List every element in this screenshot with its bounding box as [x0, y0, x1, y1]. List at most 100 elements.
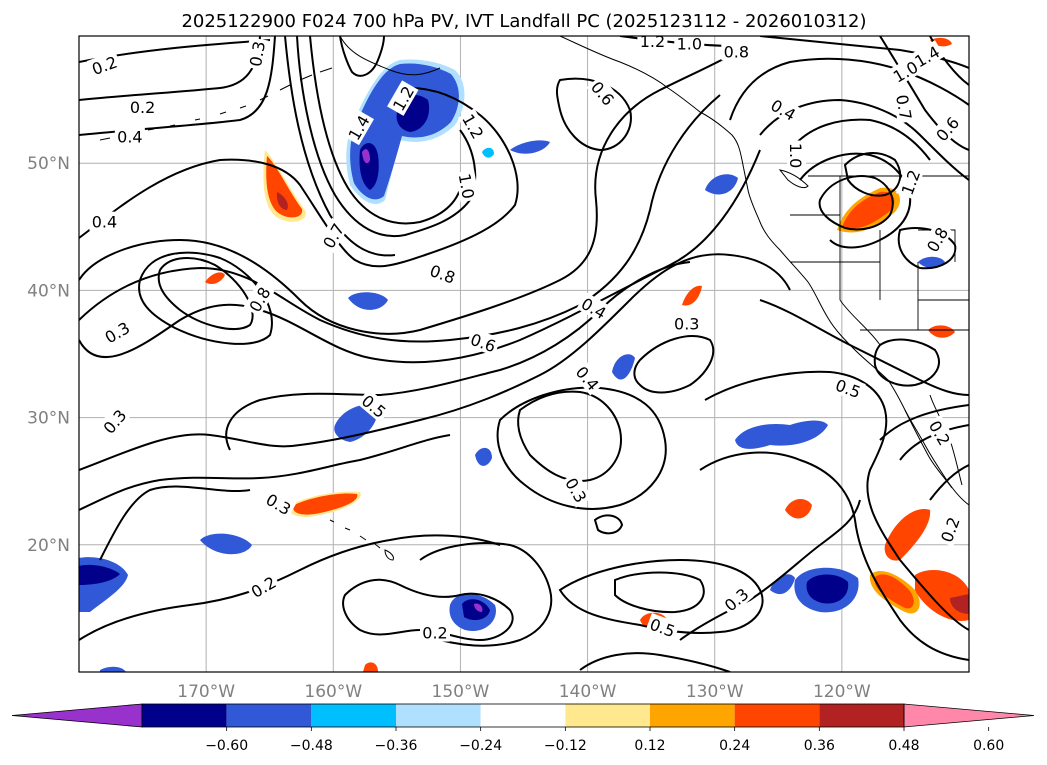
contour-label-group: 0.4	[114, 126, 145, 146]
contour-label-group: 0.8	[721, 41, 752, 61]
negative-anomaly-area	[705, 174, 738, 195]
contour-label-mask	[387, 80, 419, 116]
pv-contour	[614, 571, 705, 614]
contour-label: 0.4	[117, 127, 142, 146]
contour-label-mask	[887, 55, 923, 87]
positive-anomaly-area	[205, 272, 225, 285]
figure-title: 2025122900 F024 700 hPa PV, IVT Landfall…	[181, 11, 866, 32]
political-borders	[790, 175, 969, 346]
negative-anomaly-area	[362, 149, 370, 164]
contour-label-mask	[571, 360, 605, 396]
pv-contour	[284, 36, 396, 257]
contour-label-mask	[342, 109, 375, 146]
pv-contour	[419, 542, 553, 647]
contour-label-mask	[576, 292, 612, 324]
colorbar-tick-label: 0.12	[634, 738, 665, 754]
colorbar-tick-label: 0.36	[804, 738, 835, 754]
contour-label-group: 0.3	[671, 313, 702, 333]
colorbar-tick-label: −0.48	[290, 738, 333, 754]
pv-contour	[225, 261, 691, 451]
contour-label-group: 1.0	[455, 169, 480, 203]
pv-contour	[619, 36, 731, 47]
contour-label-mask	[356, 388, 392, 423]
contour-label: 0.3	[246, 40, 269, 68]
lon-tick-label: 170°W	[177, 682, 235, 702]
contour-label-mask	[420, 622, 450, 642]
pv-contour	[729, 57, 969, 121]
contour-label-group: 0.4	[89, 211, 120, 232]
contour-label-group: 0.5	[645, 612, 681, 641]
contour-label-mask	[244, 37, 269, 71]
pv-contour	[138, 251, 273, 345]
pv-contour	[579, 652, 731, 672]
positive-anomaly-area	[682, 285, 702, 306]
contour-label-mask	[924, 414, 956, 451]
contour-label-group: 1.2	[637, 36, 668, 51]
contour-label: 0.2	[422, 624, 447, 643]
colorbar-segment	[480, 704, 566, 727]
contour-label-group: 0.3	[244, 37, 269, 71]
contour-label-mask	[935, 512, 964, 547]
negative-anomaly-area	[462, 599, 490, 621]
lon-tick-label: 160°W	[304, 682, 362, 702]
lat-tick-label: 20°N	[27, 536, 70, 556]
pv-contour	[79, 149, 761, 364]
negative-anomaly-area	[918, 256, 945, 268]
contour-label-mask	[560, 472, 593, 508]
contour-label-mask	[930, 110, 964, 147]
pv-contour	[759, 299, 969, 396]
colorbar-extend-low	[11, 703, 143, 728]
negative-anomaly-area	[806, 574, 849, 604]
negative-anomaly-area	[735, 420, 828, 449]
colorbar: −0.60 −0.48 −0.36 −0.24 −0.12 0.12 0.24 0.36 0.4…	[11, 703, 1035, 754]
coastlines	[99, 36, 969, 561]
contour-label: 0.7	[892, 93, 915, 121]
colorbar-tick-label: −0.24	[459, 738, 502, 754]
contour-label-mask	[97, 403, 132, 439]
pv-contour	[704, 370, 969, 631]
contour-label-mask	[721, 41, 752, 61]
contour-label-group: 1.0	[786, 140, 807, 171]
negative-anomaly-area	[348, 292, 388, 310]
state-border	[790, 176, 969, 346]
contour-label-mask	[261, 487, 297, 520]
pv-contour	[929, 464, 969, 501]
contour-label-mask	[457, 108, 490, 144]
positive-anomaly-area	[950, 594, 969, 614]
map-background	[79, 36, 969, 672]
positive-anomaly-area	[293, 493, 358, 515]
pv-contour	[79, 253, 791, 471]
pv-contour	[818, 175, 894, 231]
colorbar-segment	[142, 704, 227, 727]
colorbar-segment	[819, 704, 904, 727]
contour-label: 1.0	[677, 35, 702, 54]
contour-label-mask	[674, 36, 705, 53]
pv-contour	[309, 36, 463, 225]
contour-label-group: 0.2	[420, 622, 450, 643]
colorbar-frame	[141, 703, 905, 728]
pv-contour	[558, 558, 764, 634]
contour-label-mask	[466, 328, 501, 357]
pv-contour	[79, 94, 721, 343]
negative-anomaly-area	[475, 447, 492, 466]
contour-label: 0.4	[92, 213, 117, 232]
contour-label-mask	[671, 313, 702, 333]
contour-label-mask	[245, 570, 281, 603]
lat-tick-label: 50°N	[27, 154, 70, 174]
positive-anomaly-area	[884, 509, 931, 561]
colorbar-tick-label: −0.60	[205, 738, 248, 754]
pv-contour	[79, 534, 501, 641]
contour-label-mask	[86, 50, 122, 79]
colorbar-tick-label: 0.60	[973, 738, 1004, 754]
pv-contour	[897, 227, 957, 270]
negative-anomaly-area	[79, 564, 120, 585]
contour-label-mask	[114, 126, 145, 146]
negative-anomaly-area	[474, 603, 483, 612]
contour-label: 1.0	[786, 143, 805, 168]
positive-anomaly-area	[363, 662, 378, 672]
positive-anomaly-area	[276, 192, 288, 210]
lon-tick-label: 140°W	[559, 682, 617, 702]
pv-contour	[879, 404, 969, 441]
pv-anomaly-shading	[79, 37, 969, 672]
negative-anomaly-area	[482, 147, 494, 158]
